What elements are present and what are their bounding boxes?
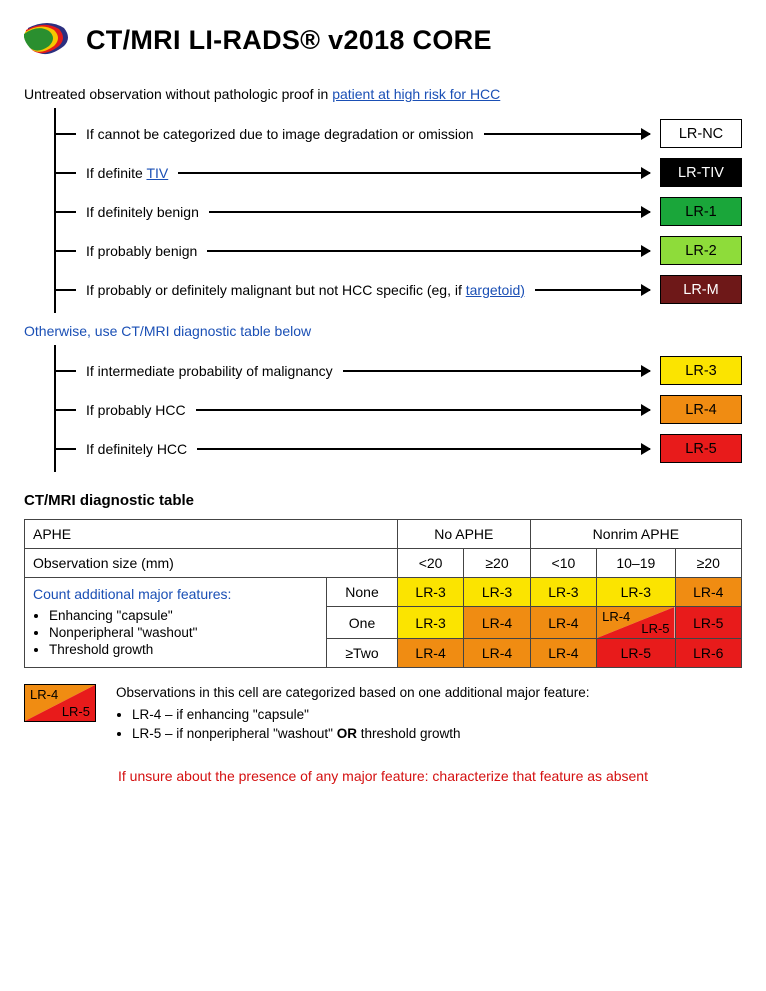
size-col: <20 <box>397 549 463 578</box>
category-badge: LR-M <box>660 275 742 304</box>
tree-label: If probably HCC <box>86 402 186 418</box>
arrow-icon <box>535 289 650 291</box>
decision-tree-2: If intermediate probability of malignanc… <box>54 345 742 472</box>
tree-label: If probably or definitely malignant but … <box>86 282 525 298</box>
features-cell: Count additional major features: Enhanci… <box>25 578 327 668</box>
legend-item: LR-4 – if enhancing "capsule" <box>132 706 590 725</box>
table-cell: LR-4 <box>397 639 463 668</box>
tree-row: If probably benign LR-2 <box>56 231 742 270</box>
tree-row: If cannot be categorized due to image de… <box>56 114 742 153</box>
table-cell: LR-3 <box>397 578 463 607</box>
arrow-icon <box>197 448 650 450</box>
table-cell: LR-3 <box>597 578 675 607</box>
tree-stub <box>56 409 76 411</box>
aphe-header: APHE <box>25 520 398 549</box>
page-header: CT/MRI LI-RADS® v2018 CORE <box>24 20 742 60</box>
tree-stub <box>56 211 76 213</box>
legend-text: Observations in this cell are categorize… <box>116 684 590 744</box>
liver-logo <box>24 20 72 60</box>
intro-text: Untreated observation without pathologic… <box>24 86 742 102</box>
inline-link[interactable]: targetoid) <box>466 282 525 298</box>
legend-desc: Observations in this cell are categorize… <box>116 684 590 703</box>
tree-stub <box>56 133 76 135</box>
tree-stub <box>56 370 76 372</box>
tree-row: If probably or definitely malignant but … <box>56 270 742 309</box>
page-title: CT/MRI LI-RADS® v2018 CORE <box>86 25 492 56</box>
inline-link[interactable]: TIV <box>146 165 168 181</box>
tree-label: If definitely benign <box>86 204 199 220</box>
nonrim-aphe-header: Nonrim APHE <box>530 520 741 549</box>
size-col: ≥20 <box>675 549 741 578</box>
arrow-icon <box>196 409 650 411</box>
table-cell: LR-5 <box>597 639 675 668</box>
table-cell: LR-3 <box>464 578 530 607</box>
tree-label: If cannot be categorized due to image de… <box>86 126 474 142</box>
legend-top-label: LR-4 <box>30 687 58 702</box>
arrow-icon <box>209 211 650 213</box>
table-cell: LR-6 <box>675 639 741 668</box>
legend-bot-label: LR-5 <box>62 704 90 719</box>
otherwise-text: Otherwise, use CT/MRI diagnostic table b… <box>24 323 742 339</box>
table-cell: LR-4 <box>464 607 530 639</box>
table-cell: LR-4 <box>530 639 596 668</box>
arrow-icon <box>207 250 650 252</box>
tree-stub <box>56 250 76 252</box>
size-col: 10–19 <box>597 549 675 578</box>
table-cell: LR-3 <box>530 578 596 607</box>
table-cell: LR-3 <box>397 607 463 639</box>
size-col: ≥20 <box>464 549 530 578</box>
table-cell: LR-4 <box>530 607 596 639</box>
tree-row: If definite TIV LR-TIV <box>56 153 742 192</box>
arrow-icon <box>484 133 650 135</box>
tree-row: If definitely benign LR-1 <box>56 192 742 231</box>
tree-row: If definitely HCC LR-5 <box>56 429 742 468</box>
tree-label: If probably benign <box>86 243 197 259</box>
size-col: <10 <box>530 549 596 578</box>
diagnostic-table: APHE No APHE Nonrim APHE Observation siz… <box>24 519 742 668</box>
category-badge: LR-TIV <box>660 158 742 187</box>
row-label: None <box>327 578 398 607</box>
split-top: LR-4 <box>602 609 630 624</box>
intro-link[interactable]: patient at high risk for HCC <box>332 86 500 102</box>
category-badge: LR-5 <box>660 434 742 463</box>
tree-row: If probably HCC LR-4 <box>56 390 742 429</box>
row-label: ≥Two <box>327 639 398 668</box>
category-badge: LR-4 <box>660 395 742 424</box>
category-badge: LR-2 <box>660 236 742 265</box>
obs-size-header: Observation size (mm) <box>25 549 398 578</box>
table-cell: LR-4 <box>464 639 530 668</box>
features-title: Count additional major features: <box>33 586 318 602</box>
legend-swatch: LR-4 LR-5 <box>24 684 96 722</box>
feature-item: Enhancing "capsule" <box>49 608 318 623</box>
table-title: CT/MRI diagnostic table <box>24 492 742 509</box>
intro-prefix: Untreated observation without pathologic… <box>24 86 332 102</box>
feature-item: Threshold growth <box>49 642 318 657</box>
tree-label: If definitely HCC <box>86 441 187 457</box>
no-aphe-header: No APHE <box>397 520 530 549</box>
legend: LR-4 LR-5 Observations in this cell are … <box>24 684 742 744</box>
features-list: Enhancing "capsule" Nonperipheral "washou… <box>33 608 318 657</box>
legend-items: LR-4 – if enhancing "capsule"LR-5 – if n… <box>116 706 590 744</box>
table-cell: LR-4 <box>675 578 741 607</box>
tree-row: If intermediate probability of malignanc… <box>56 351 742 390</box>
feature-item: Nonperipheral "washout" <box>49 625 318 640</box>
tree-label: If intermediate probability of malignanc… <box>86 363 333 379</box>
category-badge: LR-3 <box>660 356 742 385</box>
tree-label: If definite TIV <box>86 165 168 181</box>
legend-item: LR-5 – if nonperipheral "washout" OR thr… <box>132 725 590 744</box>
tree-stub <box>56 289 76 291</box>
row-label: One <box>327 607 398 639</box>
split-bot: LR-5 <box>641 621 669 636</box>
arrow-icon <box>343 370 650 372</box>
table-cell: LR-4 LR-5 <box>597 607 675 639</box>
arrow-icon <box>178 172 650 174</box>
table-cell: LR-5 <box>675 607 741 639</box>
tree-stub <box>56 448 76 450</box>
category-badge: LR-NC <box>660 119 742 148</box>
tree-stub <box>56 172 76 174</box>
decision-tree-1: If cannot be categorized due to image de… <box>54 108 742 313</box>
warning-text: If unsure about the presence of any majo… <box>24 768 742 784</box>
category-badge: LR-1 <box>660 197 742 226</box>
